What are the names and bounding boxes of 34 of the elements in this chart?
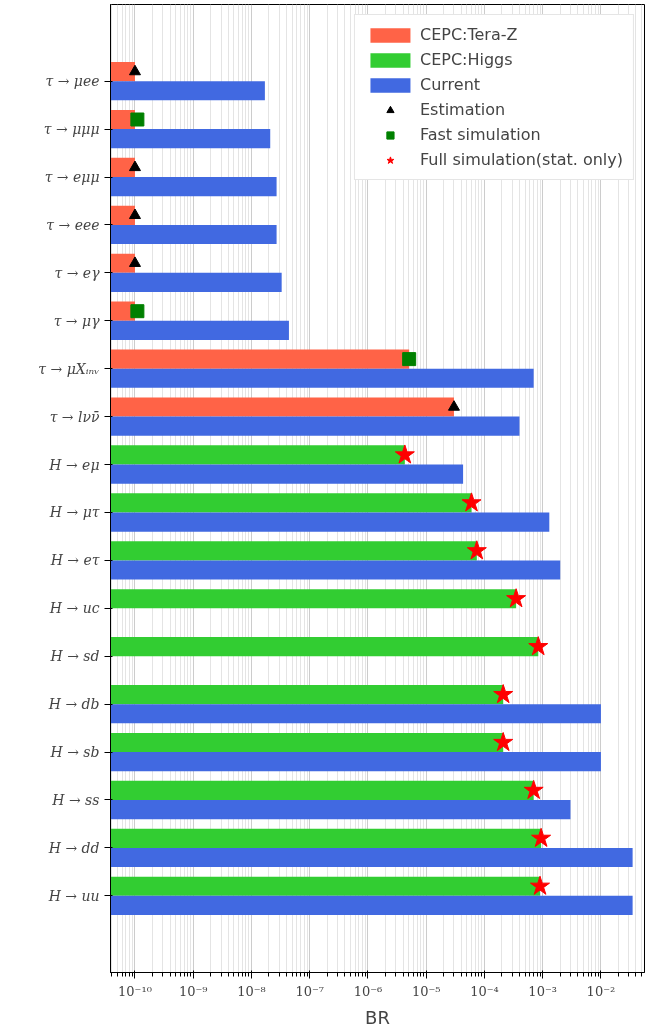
y-tick-label: τ → lνν̄ [49,408,100,425]
y-tick-label: H → ss [51,791,100,808]
y-tick-label: H → eμ [48,456,100,473]
y-tick-label: H → uu [47,887,100,904]
legend-label: Estimation [419,100,506,119]
y-tick-label: τ → μμμ [43,121,100,138]
x-tick-label: 10⁻¹⁰ [118,983,152,999]
y-tick-label: H → sb [49,744,100,761]
y-tick-label: τ → μγ [53,312,101,329]
x-tick-label: 10⁻⁷ [295,983,325,999]
x-tick-label: 10⁻² [586,983,616,999]
y-tick-label: τ → eγ [54,264,101,281]
x-tick-label: 10⁻³ [528,983,557,999]
legend-label: Fast simulation [419,125,541,144]
y-tick-label: τ → μXᵢₙᵥ [38,360,100,377]
legend-label: Current [419,75,481,94]
x-tick-label: 10⁻⁶ [353,983,383,999]
legend-label: CEPC:Tera-Z [419,25,518,44]
legend-label: CEPC:Higgs [419,50,513,69]
y-tick-label: H → uc [48,600,100,617]
y-tick-label: H → μτ [48,504,100,521]
x-tick-label: 10⁻⁴ [470,983,499,999]
y-tick-label: H → eτ [49,552,100,569]
x-axis-title: BR [365,1006,390,1028]
legend-label: Full simulation(stat. only) [419,150,623,169]
y-tick-label: H → db [47,696,100,713]
x-tick-label: 10⁻⁹ [178,983,208,999]
y-tick-label: H → dd [47,839,100,856]
y-tick-label: H → sd [49,648,100,665]
y-tick-label: τ → μee [45,73,100,90]
x-tick-label: 10⁻⁵ [411,983,441,999]
y-tick-label: τ → eee [46,216,100,233]
y-tick-label: τ → eμμ [44,169,100,186]
x-tick-label: 10⁻⁸ [237,983,266,999]
